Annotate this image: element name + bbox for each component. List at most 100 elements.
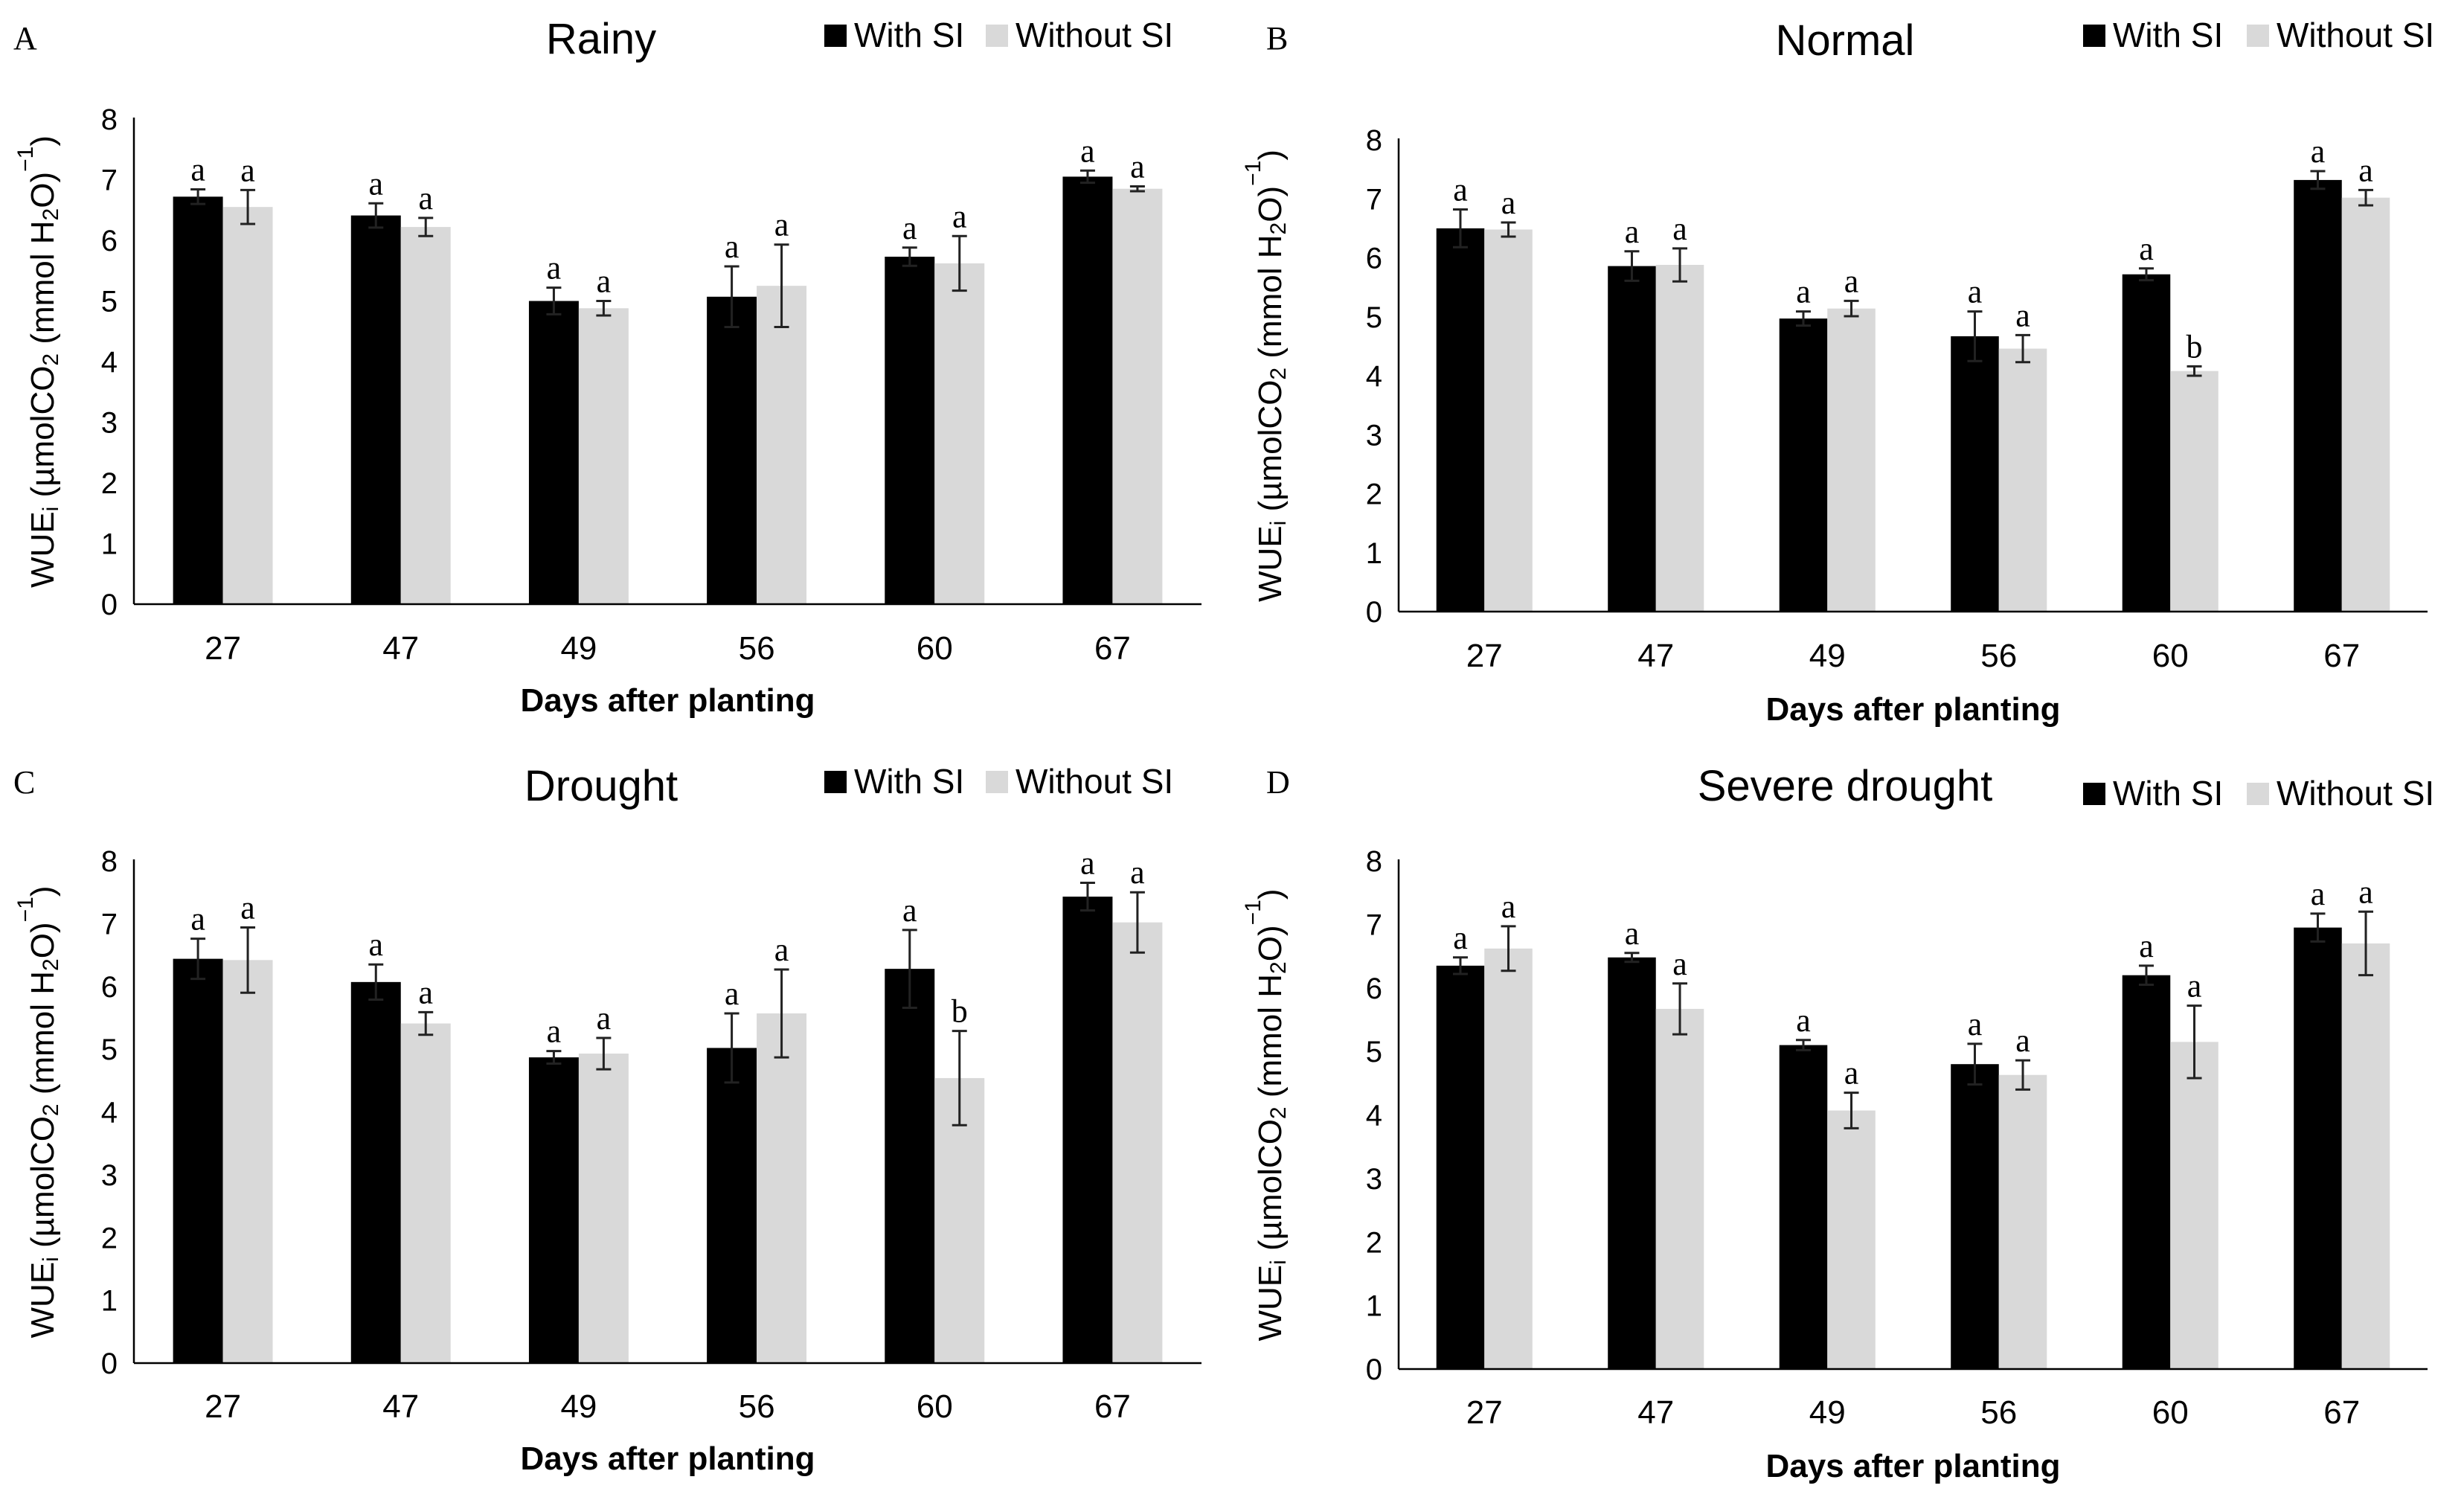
significance-label: a bbox=[725, 975, 739, 1012]
error-bar bbox=[2138, 267, 2154, 282]
y-tick-label: 0 bbox=[101, 589, 118, 621]
bar-with-si-day-56 bbox=[707, 296, 757, 604]
bar-without-si-day-49 bbox=[1827, 308, 1876, 612]
legend-label-without-si: Without SI bbox=[2277, 774, 2434, 812]
significance-label: a bbox=[547, 250, 562, 286]
bar-without-si-day-56 bbox=[1998, 1074, 2047, 1369]
chart-title: Rainy bbox=[546, 15, 656, 63]
significance-label: a bbox=[597, 1000, 612, 1036]
error-bar bbox=[2015, 1059, 2031, 1091]
x-tick-label: 67 bbox=[2323, 638, 2360, 674]
significance-label: a bbox=[1501, 888, 1516, 925]
significance-label: a bbox=[1080, 132, 1095, 169]
significance-label: a bbox=[1501, 185, 1516, 221]
bar-with-si-day-47 bbox=[1608, 266, 1656, 612]
x-tick-label: 67 bbox=[1094, 1388, 1131, 1425]
x-tick-label: 56 bbox=[739, 1388, 775, 1425]
significance-label: a bbox=[774, 932, 789, 968]
panel-letter: A bbox=[13, 20, 37, 57]
y-tick-label: 5 bbox=[101, 1033, 118, 1066]
x-tick-label: 56 bbox=[739, 630, 775, 667]
error-bar bbox=[1624, 952, 1640, 964]
error-bar bbox=[1129, 185, 1145, 193]
error-bar bbox=[1501, 925, 1516, 972]
x-tick-label: 27 bbox=[1466, 1394, 1503, 1431]
y-tick-label: 7 bbox=[1366, 183, 1382, 216]
significance-label: a bbox=[1796, 274, 1811, 310]
legend-swatch-with-si bbox=[824, 25, 847, 47]
significance-label: a bbox=[1796, 1002, 1811, 1039]
bar-with-si-day-49 bbox=[1779, 318, 1828, 612]
chart-title: Drought bbox=[524, 762, 678, 810]
x-tick-label: 60 bbox=[917, 1388, 953, 1425]
error-bar bbox=[596, 1036, 612, 1071]
bar-with-si-day-60 bbox=[2122, 274, 2171, 612]
y-tick-label: 8 bbox=[1366, 845, 1382, 878]
significance-label: a bbox=[418, 180, 433, 217]
legend-label-with-si: With SI bbox=[854, 16, 964, 54]
error-bar bbox=[2310, 170, 2326, 190]
y-tick-label: 0 bbox=[101, 1347, 118, 1380]
bar-without-si-day-47 bbox=[400, 227, 451, 604]
error-bar bbox=[774, 243, 789, 329]
error-bar bbox=[1624, 250, 1640, 282]
bar-with-si-day-27 bbox=[173, 196, 223, 604]
x-tick-label: 27 bbox=[205, 630, 241, 667]
error-bar bbox=[1844, 299, 1859, 318]
bar-with-si-day-67 bbox=[2294, 927, 2342, 1369]
y-tick-label: 0 bbox=[1366, 1353, 1382, 1386]
y-axis-title: WUEi (µmolCO2 (mmol H2O)−1) bbox=[1241, 888, 1291, 1341]
significance-label: a bbox=[2358, 152, 2373, 188]
bar-with-si-day-67 bbox=[2294, 179, 2342, 612]
y-tick-label: 2 bbox=[1366, 478, 1382, 511]
x-tick-label: 67 bbox=[2323, 1394, 2360, 1431]
bar-with-si-day-49 bbox=[528, 1057, 579, 1363]
panel-letter: D bbox=[1266, 764, 1290, 801]
legend-label-with-si: With SI bbox=[854, 762, 964, 801]
x-tick-label: 47 bbox=[1637, 1394, 1674, 1431]
bar-without-si-day-27 bbox=[222, 960, 273, 1363]
legend: With SI Without SI bbox=[824, 762, 1173, 801]
error-bar bbox=[1967, 310, 1983, 362]
bar-without-si-day-27 bbox=[1484, 229, 1533, 612]
x-tick-label: 47 bbox=[382, 1388, 419, 1425]
error-bar bbox=[240, 926, 256, 994]
error-bar bbox=[774, 968, 789, 1059]
legend-label-with-si: With SI bbox=[2113, 774, 2223, 812]
error-bar bbox=[902, 929, 917, 1009]
error-bar bbox=[418, 217, 434, 237]
y-tick-label: 2 bbox=[1366, 1226, 1382, 1259]
x-tick-label: 49 bbox=[560, 1388, 597, 1425]
bar-with-si-day-27 bbox=[1436, 965, 1485, 1369]
x-tick-label: 49 bbox=[560, 630, 597, 667]
significance-label: a bbox=[1844, 1055, 1859, 1092]
x-tick-label: 56 bbox=[1980, 638, 2017, 674]
bar-without-si-day-67 bbox=[2341, 943, 2390, 1369]
y-tick-label: 7 bbox=[101, 908, 118, 940]
error-bar bbox=[1452, 208, 1468, 249]
bar-without-si-day-67 bbox=[2341, 197, 2390, 612]
error-bar bbox=[596, 300, 612, 317]
y-tick-label: 5 bbox=[1366, 1036, 1382, 1068]
error-bar bbox=[1079, 882, 1095, 912]
y-tick-label: 1 bbox=[101, 528, 118, 561]
y-tick-label: 6 bbox=[101, 225, 118, 257]
error-bar bbox=[2187, 365, 2202, 377]
significance-label: a bbox=[547, 1013, 562, 1050]
error-bar bbox=[1844, 1092, 1859, 1129]
x-tick-label: 49 bbox=[1809, 638, 1846, 674]
error-bar bbox=[2310, 912, 2326, 943]
bar-without-si-day-56 bbox=[757, 286, 807, 604]
error-bar bbox=[952, 1030, 967, 1126]
y-tick-label: 4 bbox=[101, 1097, 118, 1129]
y-tick-label: 2 bbox=[101, 467, 118, 500]
x-tick-label: 27 bbox=[205, 1388, 241, 1425]
bar-without-si-day-67 bbox=[1112, 922, 1163, 1363]
x-tick-label: 60 bbox=[2152, 638, 2189, 674]
y-tick-label: 5 bbox=[1366, 301, 1382, 334]
significance-label: a bbox=[2187, 968, 2202, 1004]
error-bar bbox=[2358, 188, 2374, 207]
